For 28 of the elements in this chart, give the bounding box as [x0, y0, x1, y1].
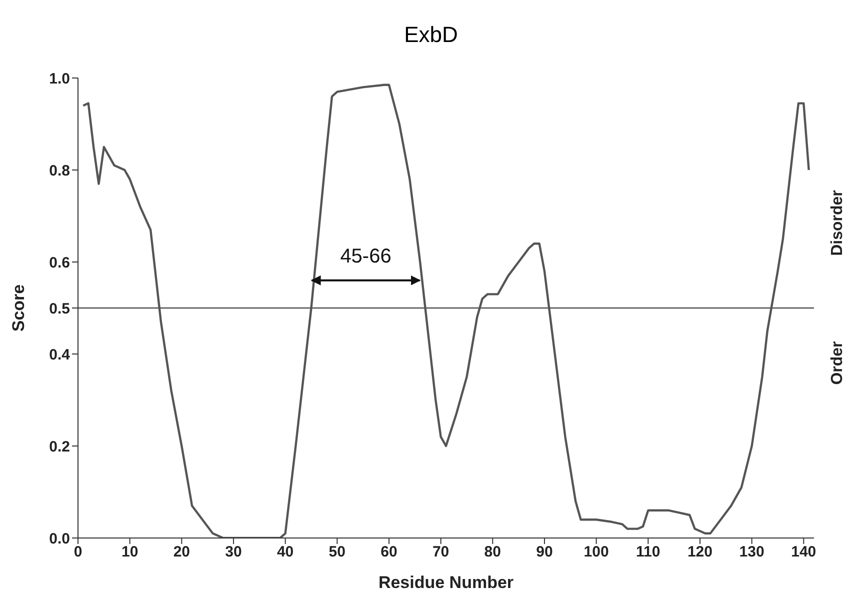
y-axis-title: Score: [9, 284, 28, 332]
x-tick-label: 100: [584, 544, 609, 561]
text: Disorder: [829, 190, 846, 256]
text: Order: [829, 341, 846, 385]
x-tick-label: 90: [536, 544, 553, 561]
chart-title: ExbD: [403, 22, 459, 48]
x-tick-label: 0: [74, 544, 82, 561]
y-tick-label: 0.0: [49, 530, 70, 548]
y-tick-label: 0.6: [49, 254, 70, 272]
x-tick-label: 70: [432, 544, 450, 561]
x-tick-label: 10: [121, 544, 138, 561]
annotation: 45-66: [340, 245, 392, 268]
x-tick-label: 40: [276, 544, 294, 561]
x-tick-label: 120: [687, 544, 712, 561]
x-tick-label: 140: [791, 544, 816, 561]
x-tick-label: 110: [636, 544, 660, 561]
x-tick-label: 60: [380, 544, 398, 561]
y-tick-label: 1.0: [49, 70, 70, 88]
x-tick-label: 50: [328, 544, 346, 561]
x-tick-label: 80: [484, 544, 501, 561]
y-tick-label: 0.5: [49, 300, 70, 318]
y-tick-label: 0.4: [49, 346, 71, 364]
x-tick-label: 30: [225, 544, 242, 561]
y-tick-label: 0.2: [49, 438, 70, 456]
x-axis-title: Residue Number: [378, 573, 514, 592]
x-tick-label: 20: [173, 544, 190, 561]
y-tick-label: 0.8: [49, 162, 70, 180]
x-tick-label: 130: [739, 544, 764, 561]
